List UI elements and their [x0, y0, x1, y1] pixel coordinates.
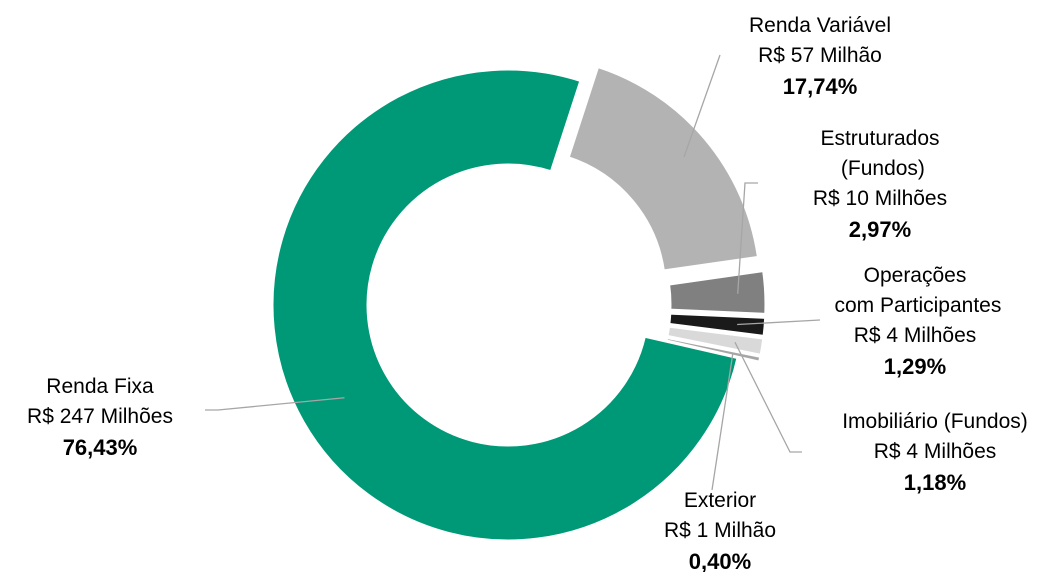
label-name: Renda Variável — [749, 14, 891, 37]
label-percent: 1,18% — [904, 470, 966, 495]
label-name: Imobiliário (Fundos) — [842, 410, 1028, 433]
label-line: (Fundos) — [835, 157, 925, 180]
label-name: Renda Fixa — [46, 375, 154, 398]
leader-line — [737, 319, 821, 326]
label-name: Estruturados (Fundos) — [820, 127, 939, 180]
label-percent: 1,29% — [884, 354, 946, 379]
label-amount: R$ 247 Milhões — [27, 405, 173, 428]
leader-line — [737, 182, 758, 294]
label-line: com Participantes — [829, 294, 1002, 317]
leader-line — [683, 54, 721, 158]
donut-slice — [270, 67, 740, 543]
label-percent: 76,43% — [63, 435, 138, 460]
label-amount: R$ 4 Milhões — [854, 324, 977, 347]
label-amount: R$ 1 Milhão — [664, 519, 776, 542]
label-amount: R$ 57 Milhão — [758, 44, 882, 67]
donut-slice — [666, 268, 768, 316]
donut-slice — [667, 311, 768, 339]
label-name: Operações com Participantes — [829, 264, 1002, 317]
label-percent: 17,74% — [783, 74, 858, 99]
label-line: Operações — [864, 264, 967, 287]
leader-line — [734, 341, 802, 453]
label-percent: 0,40% — [689, 549, 751, 572]
label-name: Exterior — [684, 489, 756, 512]
label-percent: 2,97% — [849, 217, 911, 242]
leader-line — [205, 397, 345, 411]
label-amount: R$ 4 Milhões — [874, 440, 997, 463]
donut-slice — [566, 64, 761, 273]
leader-line — [711, 353, 734, 491]
label-amount: R$ 10 Milhões — [813, 187, 947, 210]
label-line: Estruturados — [820, 127, 939, 150]
